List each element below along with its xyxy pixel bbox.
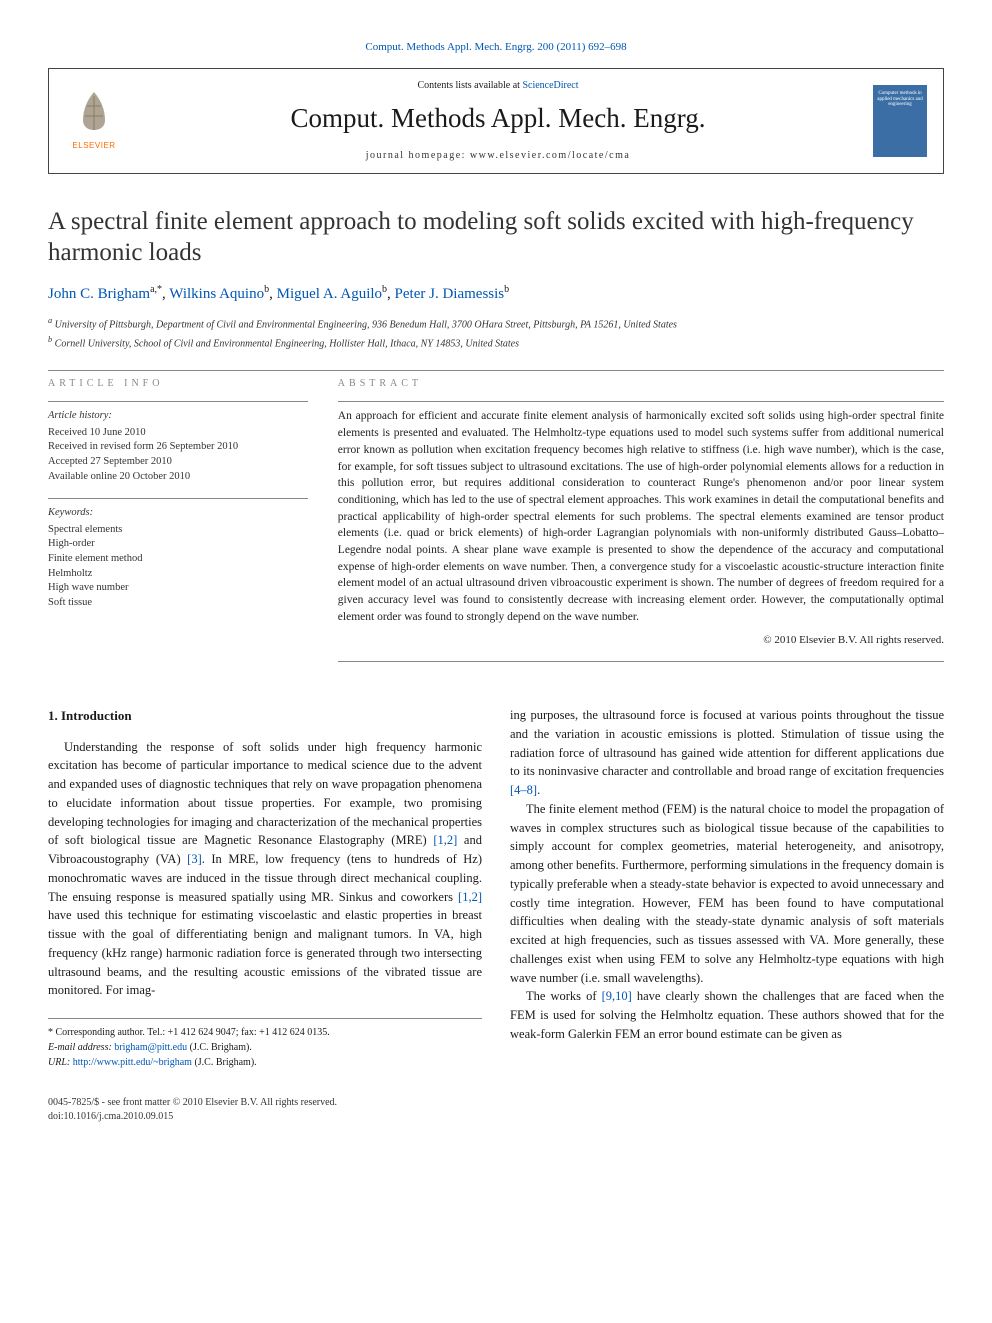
affiliation-row: b Cornell University, School of Civil an… [48,334,944,352]
homepage-line: journal homepage: www.elsevier.com/locat… [123,149,873,164]
elsevier-text: ELSEVIER [72,141,115,150]
author-link[interactable]: John C. Brigham [48,286,150,302]
journal-ref-line: Comput. Methods Appl. Mech. Engrg. 200 (… [48,40,944,56]
elsevier-logo: ELSEVIER [65,86,123,155]
author-mark: b [264,284,269,295]
affiliation-row: a University of Pittsburgh, Department o… [48,315,944,333]
keyword: Helmholtz [48,567,308,582]
history-item: Accepted 27 September 2010 [48,455,308,470]
author-mark: a,* [150,284,162,295]
abstract-col: abstract An approach for efficient and a… [338,377,944,668]
keyword: High wave number [48,581,308,596]
journal-title: Comput. Methods Appl. Mech. Engrg. [123,99,873,138]
contents-prefix: Contents lists available at [417,80,522,91]
header-box: ELSEVIER Contents lists available at Sci… [48,68,944,174]
front-matter-line: 0045-7825/$ - see front matter © 2010 El… [48,1096,944,1110]
url-line: URL: http://www.pitt.edu/~brigham (J.C. … [48,1055,482,1070]
body-col-left: 1. Introduction Understanding the respon… [48,706,482,1070]
citation-link[interactable]: [3] [187,852,202,866]
footnotes: * Corresponding author. Tel.: +1 412 624… [48,1018,482,1070]
divider [48,401,308,402]
history-item: Received 10 June 2010 [48,426,308,441]
keyword: Finite element method [48,552,308,567]
homepage-url: www.elsevier.com/locate/cma [470,150,630,161]
author-list: John C. Brighama,*, Wilkins Aquinob, Mig… [48,283,944,306]
body-paragraph: The finite element method (FEM) is the n… [510,800,944,988]
cover-thumb-text: Computer methods in applied mechanics an… [873,91,927,108]
abstract-text: An approach for efficient and accurate f… [338,408,944,625]
journal-cover-thumb: Computer methods in applied mechanics an… [873,85,927,157]
divider [338,661,944,662]
url-link[interactable]: http://www.pitt.edu/~brigham [73,1057,192,1068]
doi-line: doi:10.1016/j.cma.2010.09.015 [48,1110,944,1124]
bottom-meta: 0045-7825/$ - see front matter © 2010 El… [48,1096,944,1124]
body-col-right: ing purposes, the ultrasound force is fo… [510,706,944,1070]
author-mark: b [504,284,509,295]
email-line: E-mail address: brigham@pitt.edu (J.C. B… [48,1040,482,1055]
contents-line: Contents lists available at ScienceDirec… [123,79,873,94]
intro-heading: 1. Introduction [48,706,482,726]
divider [338,401,944,402]
divider [48,498,308,499]
homepage-prefix: journal homepage: [366,150,470,161]
citation-link[interactable]: [4–8] [510,783,537,797]
email-link[interactable]: brigham@pitt.edu [114,1042,187,1053]
citation-link[interactable]: [1,2] [458,890,482,904]
affiliations: a University of Pittsburgh, Department o… [48,315,944,352]
journal-ref-link[interactable]: Comput. Methods Appl. Mech. Engrg. 200 (… [365,41,626,53]
paper-title: A spectral finite element approach to mo… [48,206,944,269]
body-paragraph: Understanding the response of soft solid… [48,738,482,1001]
info-abstract-row: article info Article history: Received 1… [48,377,944,668]
article-info-col: article info Article history: Received 1… [48,377,308,668]
history-label: Article history: [48,408,308,423]
author-mark: b [382,284,387,295]
history-block: Article history: Received 10 June 2010 R… [48,408,308,484]
author-link[interactable]: Miguel A. Aguilo [277,286,382,302]
history-item: Available online 20 October 2010 [48,470,308,485]
body-columns: 1. Introduction Understanding the respon… [48,706,944,1070]
keyword: Spectral elements [48,523,308,538]
author-link[interactable]: Peter J. Diamessis [395,286,505,302]
divider [48,370,944,371]
author-link[interactable]: Wilkins Aquino [169,286,264,302]
article-info-label: article info [48,377,308,392]
body-paragraph: The works of [9,10] have clearly shown t… [510,987,944,1043]
sciencedirect-link[interactable]: ScienceDirect [522,80,578,91]
keywords-block: Keywords: Spectral elements High-order F… [48,505,308,610]
header-center: Contents lists available at ScienceDirec… [123,79,873,163]
history-item: Received in revised form 26 September 20… [48,440,308,455]
citation-link[interactable]: [1,2] [433,833,457,847]
keywords-label: Keywords: [48,505,308,520]
body-paragraph: ing purposes, the ultrasound force is fo… [510,706,944,800]
keyword: High-order [48,537,308,552]
corresponding-author: * Corresponding author. Tel.: +1 412 624… [48,1025,482,1040]
abstract-copyright: © 2010 Elsevier B.V. All rights reserved… [338,633,944,649]
citation-link[interactable]: [9,10] [602,989,632,1003]
abstract-label: abstract [338,377,944,392]
keyword: Soft tissue [48,596,308,611]
